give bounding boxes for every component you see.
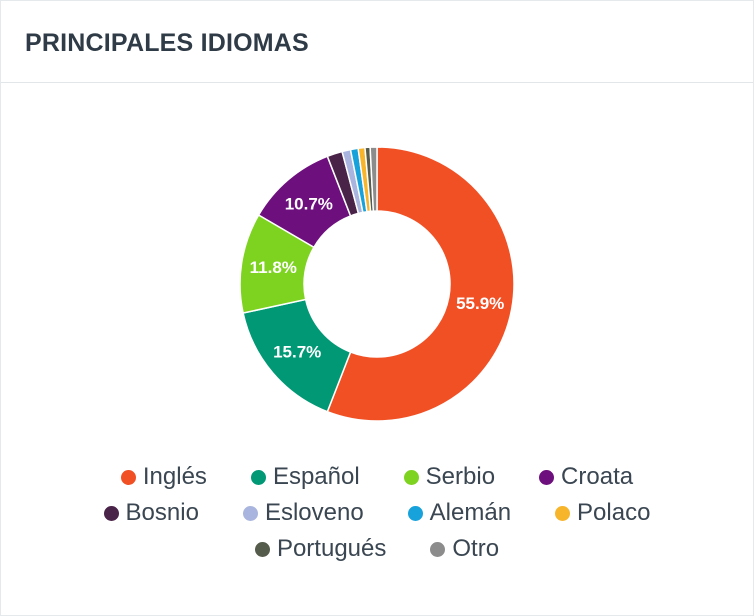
legend-dot-icon (403, 469, 419, 485)
legend-dot-icon (250, 469, 266, 485)
legend-dot-icon (120, 469, 136, 485)
slice-inglés[interactable] (326, 146, 515, 422)
legend-item-croata[interactable]: Croata (539, 463, 633, 491)
legend-item-bosnio[interactable]: Bosnio (103, 499, 199, 527)
slice-label-croata: 10.7% (285, 195, 333, 214)
legend-dot-icon (555, 505, 571, 521)
legend-item-alemán[interactable]: Alemán (407, 499, 512, 527)
legend-label: Español (272, 463, 360, 490)
legend-label: Portugués (276, 535, 387, 562)
slice-otro[interactable] (369, 146, 378, 212)
legend-label: Polaco (577, 499, 651, 526)
legend-item-polaco[interactable]: Polaco (555, 499, 650, 527)
legend-item-otro[interactable]: Otro (430, 535, 499, 563)
legend-dot-icon (430, 541, 446, 557)
legend-label: Croata (561, 463, 634, 490)
legend-row: Portugués Otro (1, 531, 753, 567)
legend-dot-icon (242, 505, 258, 521)
card-title: PRINCIPALES IDIOMAS (25, 29, 309, 57)
legend-label: Otro (452, 535, 500, 562)
legend-row: Bosnio Esloveno Alemán Polaco (1, 495, 753, 531)
legend-label: Bosnio (125, 499, 199, 526)
legend-row: Inglés Español Serbio Croata (1, 459, 753, 495)
donut-chart: 55.9% 15.7% 11.8% 10.7% (239, 146, 515, 422)
legend-dot-icon (103, 505, 119, 521)
legend-label: Inglés (142, 463, 207, 490)
legend-dot-icon (407, 505, 423, 521)
slice-label-inglés: 55.9% (456, 294, 504, 313)
slice-label-español: 15.7% (273, 343, 321, 362)
legend-item-serbio[interactable]: Serbio (403, 463, 496, 491)
legend-item-portugués[interactable]: Portugués (254, 535, 387, 563)
legend-item-inglés[interactable]: Inglés (120, 463, 207, 491)
legend-label: Esloveno (264, 499, 364, 526)
slice-label-serbio: 11.8% (250, 258, 297, 277)
legend-item-español[interactable]: Español (250, 463, 360, 491)
card-header: PRINCIPALES IDIOMAS (1, 1, 753, 83)
legend-label: Serbio (425, 463, 496, 490)
legend-dot-icon (254, 541, 270, 557)
legend-dot-icon (539, 469, 555, 485)
legend-item-esloveno[interactable]: Esloveno (242, 499, 364, 527)
legend-label: Alemán (429, 499, 512, 526)
chart-legend: Inglés Español Serbio Croata Bosnio Esloveno A… (1, 459, 753, 567)
